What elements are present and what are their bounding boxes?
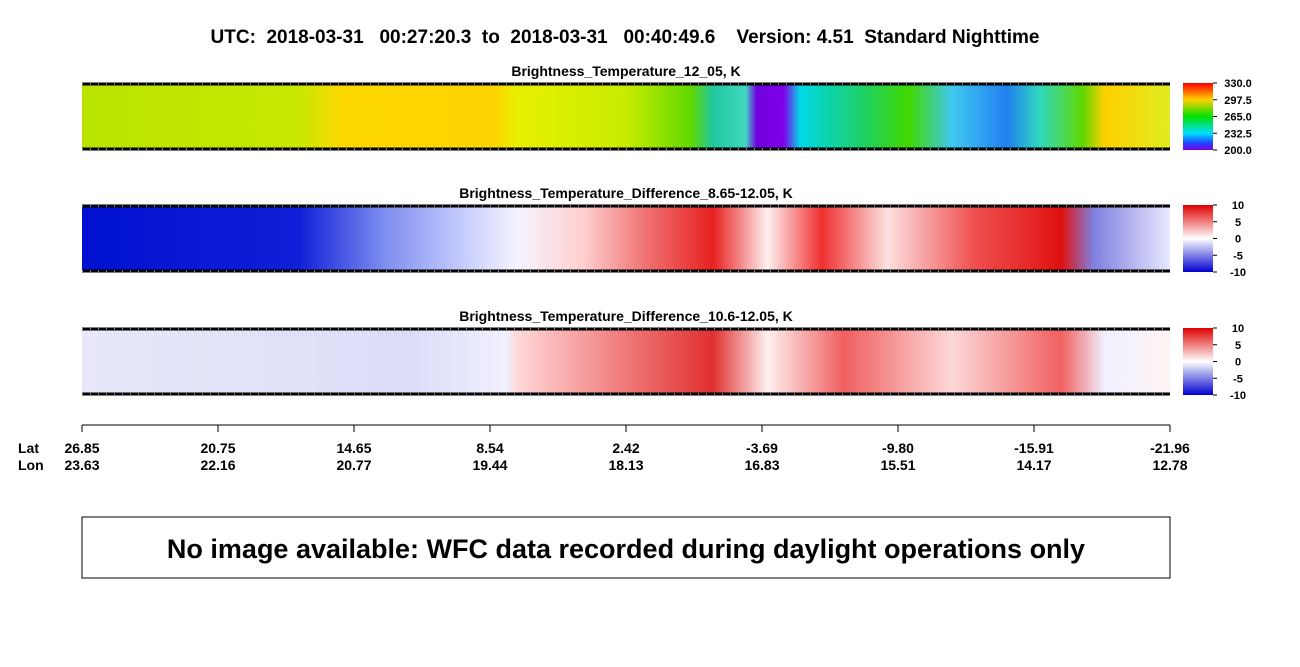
heatmap [82,205,1170,272]
panel-title: Brightness_Temperature_Difference_8.65-1… [459,185,793,201]
message: No image available: WFC data recorded du… [167,534,1085,564]
colorbar-label: 265.0 [1224,112,1252,124]
colorbar-label: 0 [1235,234,1241,246]
panel-title: Brightness_Temperature_Difference_10.6-1… [459,308,793,324]
lon-label: Lon [18,457,44,473]
lat-value: -15.91 [1014,440,1054,456]
lat-value: -21.96 [1150,440,1190,456]
lon-value: 18.13 [608,457,643,473]
lon-value: 15.51 [880,457,915,473]
lat-label: Lat [18,440,39,456]
lat-value: -9.80 [882,440,914,456]
lon-value: 14.17 [1016,457,1051,473]
figure-title: UTC: 2018-03-31 00:27:20.3 to 2018-03-31… [211,27,1040,48]
lon-value: 19.44 [472,457,507,473]
colorbar-label: 200.0 [1224,145,1252,157]
lon-value: 20.77 [336,457,371,473]
lat-value: 20.75 [200,440,235,456]
lon-value: 12.78 [1152,457,1187,473]
message-box [81,516,1171,579]
lat-value: 26.85 [64,440,99,456]
colorbar [1183,328,1213,395]
panel-title: Brightness_Temperature_12_05, K [511,63,740,79]
lat-value: 14.65 [336,440,371,456]
colorbar-label: 330.0 [1224,78,1252,90]
colorbar-label: 10 [1232,323,1244,335]
colorbar-label: -10 [1230,267,1246,279]
colorbar-label: -10 [1230,390,1246,402]
heatmap [82,83,1170,150]
colorbar [1183,83,1213,150]
colorbar-label: -5 [1233,250,1243,262]
lon-value: 23.63 [64,457,99,473]
colorbar-label: -5 [1233,373,1243,385]
colorbar-label: 5 [1235,217,1241,229]
lon-value: 16.83 [744,457,779,473]
lat-value: 2.42 [612,440,639,456]
colorbar-label: 10 [1232,200,1244,212]
colorbar-label: 0 [1235,357,1241,369]
lat-value: 8.54 [476,440,503,456]
colorbar-label: 232.5 [1224,128,1252,140]
lat-value: -3.69 [746,440,778,456]
colorbar-label: 297.5 [1224,95,1252,107]
colorbar-label: 5 [1235,340,1241,352]
heatmap [82,328,1170,395]
lon-value: 22.16 [200,457,235,473]
colorbar [1183,205,1213,272]
